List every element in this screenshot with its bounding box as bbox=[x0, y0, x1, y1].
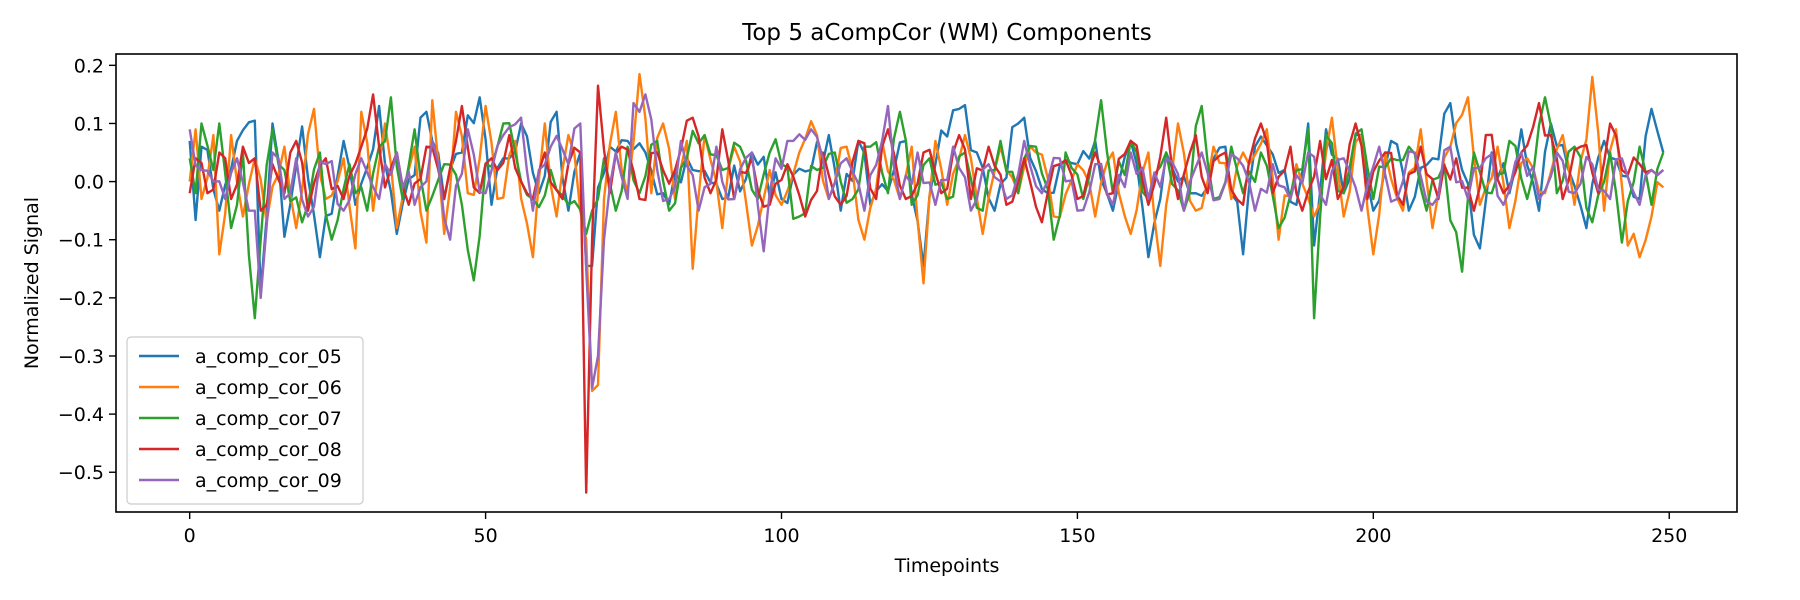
y-tick-label-0: −0.5 bbox=[58, 462, 104, 484]
y-tick-label-5: 0.0 bbox=[74, 172, 104, 194]
legend-label-a-comp-cor-08: a_comp_cor_08 bbox=[195, 439, 342, 461]
x-tick-label-50: 50 bbox=[473, 525, 497, 547]
x-tick-label-0: 0 bbox=[184, 525, 196, 547]
x-tick-label-150: 150 bbox=[1059, 525, 1095, 547]
y-tick-label-1: −0.4 bbox=[58, 404, 104, 426]
y-tick-label-3: −0.2 bbox=[58, 288, 104, 310]
chart-title: Top 5 aCompCor (WM) Components bbox=[741, 20, 1152, 46]
plot-frame bbox=[115, 53, 1738, 513]
legend: a_comp_cor_05 a_comp_cor_06 a_comp_cor_0… bbox=[126, 336, 364, 505]
x-axis-label: Timepoints bbox=[894, 555, 1000, 577]
series-line-a-comp-cor-08 bbox=[188, 84, 1665, 494]
legend-box bbox=[126, 336, 364, 505]
x-tick-label-100: 100 bbox=[763, 525, 799, 547]
x-tick-label-200: 200 bbox=[1355, 525, 1391, 547]
x-tick-label-250: 250 bbox=[1651, 525, 1687, 547]
plot-area bbox=[188, 72, 1665, 494]
y-tick-label-6: 0.1 bbox=[74, 113, 104, 135]
series-line-a-comp-cor-09 bbox=[188, 93, 1665, 390]
y-tick-label-2: −0.3 bbox=[58, 346, 104, 368]
y-tick-label-4: −0.1 bbox=[58, 230, 104, 252]
series-line-a-comp-cor-06 bbox=[188, 72, 1665, 393]
y-tick-label-7: 0.2 bbox=[74, 55, 104, 77]
axis-ticks: 0 50 100 150 200 250 −0.5 −0.4 −0.3 −0.2 −0.1 0.0 0.… bbox=[58, 55, 1688, 547]
y-axis-label: Normalized Signal bbox=[21, 197, 43, 369]
legend-label-a-comp-cor-09: a_comp_cor_09 bbox=[195, 470, 342, 492]
legend-label-a-comp-cor-05: a_comp_cor_05 bbox=[195, 346, 342, 368]
legend-label-a-comp-cor-07: a_comp_cor_07 bbox=[195, 408, 342, 430]
legend-label-a-comp-cor-06: a_comp_cor_06 bbox=[195, 377, 342, 399]
series-line-a-comp-cor-07 bbox=[188, 96, 1665, 320]
